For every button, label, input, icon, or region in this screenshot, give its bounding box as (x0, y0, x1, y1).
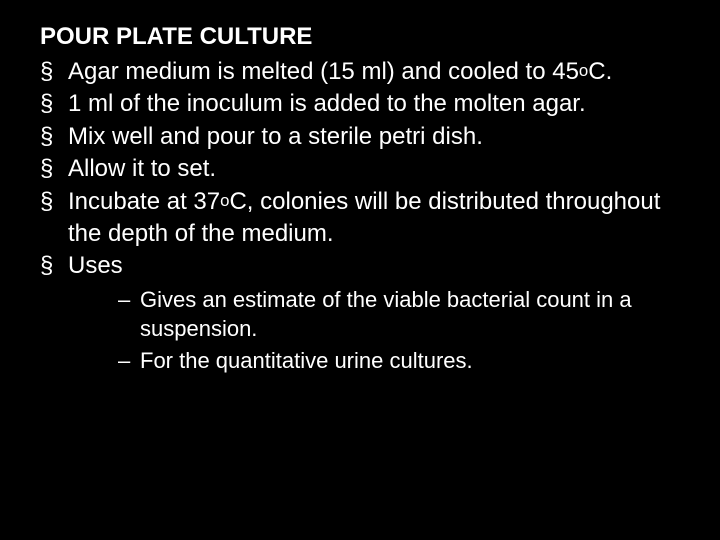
list-item: Incubate at 37oC, colonies will be distr… (68, 186, 690, 251)
item-text-part: Incubate at 37 (68, 188, 220, 215)
list-item: Mix well and pour to a sterile petri dis… (68, 121, 690, 153)
list-item: 1 ml of the inoculum is added to the mol… (68, 88, 690, 120)
item-text-part: C. (588, 58, 612, 85)
item-text: 1 ml of the inoculum is added to the mol… (68, 90, 586, 117)
list-item: Agar medium is melted (15 ml) and cooled… (68, 56, 690, 88)
item-text: Allow it to set. (68, 155, 216, 182)
superscript: o (579, 61, 588, 80)
list-item: Allow it to set. (68, 153, 690, 185)
sub-bullet-list: Gives an estimate of the viable bacteria… (40, 285, 690, 376)
item-text: Mix well and pour to a sterile petri dis… (68, 123, 483, 150)
superscript: o (220, 191, 229, 210)
list-item: Uses (68, 250, 690, 282)
sub-list-item: For the quantitative urine cultures. (140, 346, 690, 376)
sub-item-text: Gives an estimate of the viable bacteria… (140, 287, 632, 342)
sub-item-text: For the quantitative urine cultures. (140, 348, 473, 373)
item-text: Uses (68, 252, 123, 279)
main-bullet-list: Agar medium is melted (15 ml) and cooled… (40, 56, 690, 283)
slide-title: POUR PLATE CULTURE (40, 22, 690, 52)
item-text-part: Agar medium is melted (15 ml) and cooled… (68, 58, 579, 85)
sub-list-item: Gives an estimate of the viable bacteria… (140, 285, 690, 344)
